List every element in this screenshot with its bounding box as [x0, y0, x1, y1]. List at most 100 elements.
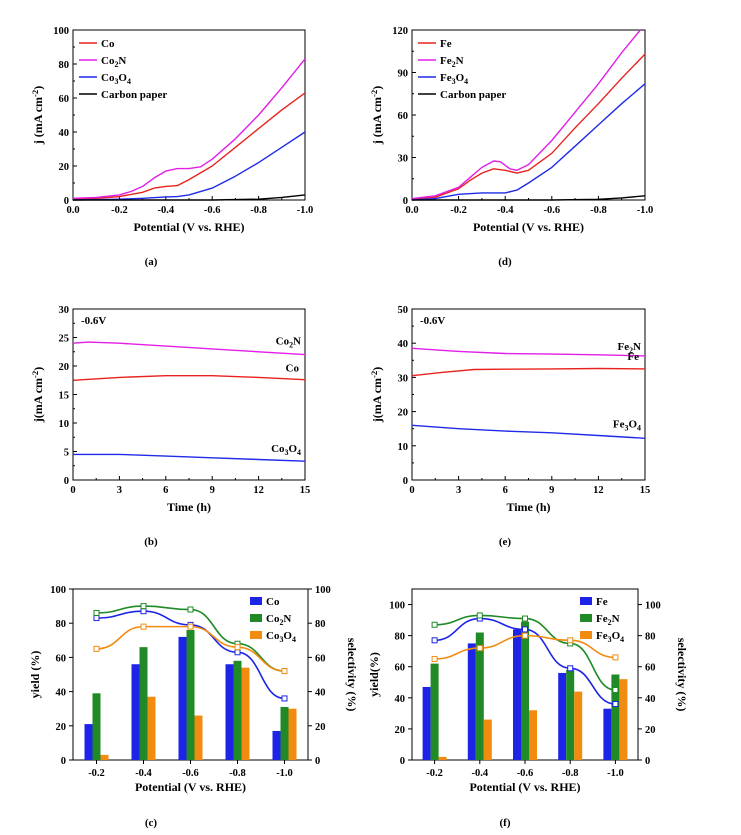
x-tick-label: -0.4	[157, 205, 174, 216]
selectivity-marker	[93, 615, 100, 622]
legend-label: Co2N	[266, 613, 291, 627]
selectivity-marker	[93, 645, 100, 652]
legend-label: Co	[101, 38, 115, 50]
selectivity-marker	[476, 645, 483, 652]
series-line-fe	[411, 367, 646, 377]
potential-annotation: -0.6V	[420, 315, 445, 327]
y2-tick-label: 40	[315, 688, 326, 699]
x-tick-label: -0.4	[471, 768, 488, 779]
x-axis-label: Potential (V vs. RHE)	[135, 780, 246, 794]
y2-tick-label: 20	[645, 725, 656, 736]
x-tick-label: -0.4	[135, 768, 152, 779]
series-end-label: Co2N	[276, 336, 301, 350]
y-tick-label: 40	[56, 688, 67, 699]
bar-co2n	[280, 706, 289, 760]
series-end-label: Co	[286, 363, 300, 375]
selectivity-marker	[522, 615, 528, 622]
y-tick-label: 60	[56, 653, 67, 664]
bar-fe2n	[611, 674, 620, 760]
y-tick-label: 40	[398, 339, 409, 350]
selectivity-marker	[281, 695, 288, 702]
y-tick-label: 20	[398, 408, 409, 419]
x-tick-label: 12	[593, 485, 604, 496]
legend-swatch	[580, 614, 592, 622]
legend-label: Fe3O4	[440, 72, 468, 86]
selectivity-marker	[140, 603, 147, 610]
selectivity-marker	[522, 632, 528, 639]
y-axis-label: j(mA cm-2)	[30, 367, 45, 424]
y-tick-label: 20	[395, 725, 406, 736]
y-tick-label: 50	[398, 305, 409, 316]
bar-co3o4	[100, 754, 109, 760]
legend-label: Carbon paper	[440, 89, 506, 101]
selectivity-marker	[431, 655, 438, 662]
bar-fe	[467, 643, 476, 760]
panel-tag: (e)	[499, 536, 512, 548]
legend-label: Fe3O4	[596, 630, 624, 644]
selectivity-marker	[612, 701, 619, 708]
y2-tick-label: 100	[315, 585, 331, 596]
selectivity-line-fe2n	[434, 614, 616, 691]
series-end-label: Co3O4	[271, 443, 301, 457]
series-end-label: Fe	[627, 351, 639, 363]
x-tick-label: 0.0	[66, 205, 79, 216]
bar-fe3o4	[483, 719, 492, 760]
x-tick-label: -0.6	[204, 205, 221, 216]
bar-co	[272, 730, 281, 760]
selectivity-marker	[431, 621, 438, 628]
bar-fe2n	[475, 632, 484, 760]
y2-tick-label: 80	[645, 632, 656, 643]
y-tick-label: 0	[64, 196, 69, 207]
x-tick-label: 6	[163, 485, 168, 496]
x-tick-label: -1.0	[607, 768, 624, 779]
x-tick-label: 12	[253, 485, 264, 496]
panel-tag: (d)	[498, 256, 512, 268]
panel-tag: (c)	[145, 817, 158, 829]
legend-swatch	[580, 631, 592, 639]
bar-co2n	[139, 647, 148, 760]
bar-fe3o4	[574, 691, 583, 760]
series-end-label: Fe2N	[617, 341, 641, 355]
bar-fe2n	[566, 669, 575, 760]
bar-fe3o4	[529, 710, 537, 760]
bar-fe	[513, 629, 521, 760]
y-tick-label: 80	[59, 60, 70, 71]
potential-annotation: -0.6V	[81, 315, 106, 327]
y-tick-label: 0	[64, 476, 69, 487]
bar-co	[178, 636, 187, 760]
legend-label: Co3O4	[101, 72, 131, 86]
x-tick-label: -1.0	[276, 768, 293, 779]
y-tick-label: 40	[395, 694, 406, 705]
y2-tick-label: 40	[645, 694, 656, 705]
series-line-co3o4	[72, 131, 306, 201]
legend-label: Fe2N	[596, 613, 620, 627]
series-line-carbon-paper	[412, 195, 646, 201]
x-tick-label: -0.2	[450, 205, 467, 216]
chart-f: -0.2 -0.4 -0.6 -0.8 -1.0 0 20 40 60 80 100 0 20 40 60 8…	[367, 588, 689, 794]
series-end-label: Fe3O4	[613, 418, 641, 432]
legend-label: Co3O4	[266, 630, 296, 644]
series-line-fe3o4	[411, 424, 646, 439]
x-tick-label: -0.8	[562, 768, 579, 779]
selectivity-marker	[567, 665, 574, 672]
legend-swatch	[250, 614, 262, 622]
bar-fe3o4	[438, 756, 447, 760]
selectivity-marker	[476, 612, 483, 619]
y-tick-label: 20	[56, 722, 67, 733]
x-tick-label: -0.4	[497, 205, 514, 216]
plot-frame	[411, 308, 646, 481]
x-tick-label: -0.8	[229, 768, 246, 779]
y2-tick-label: 80	[315, 619, 326, 630]
y2-tick-label: 60	[645, 663, 656, 674]
y-tick-label: 60	[59, 94, 70, 105]
selectivity-marker	[93, 609, 100, 616]
selectivity-marker	[281, 668, 288, 675]
series-line-co	[72, 92, 306, 200]
y2-tick-label: 60	[315, 653, 326, 664]
chart-d: 0.0 -0.2 -0.4 -0.6 -0.8 -1.0 0 30 60 90 120 Potenti…	[369, 26, 653, 234]
series-line-fe3o4	[411, 83, 646, 201]
x-tick-label: 6	[503, 485, 508, 496]
y-tick-label: 40	[59, 128, 70, 139]
y-tick-label: 100	[50, 585, 66, 596]
